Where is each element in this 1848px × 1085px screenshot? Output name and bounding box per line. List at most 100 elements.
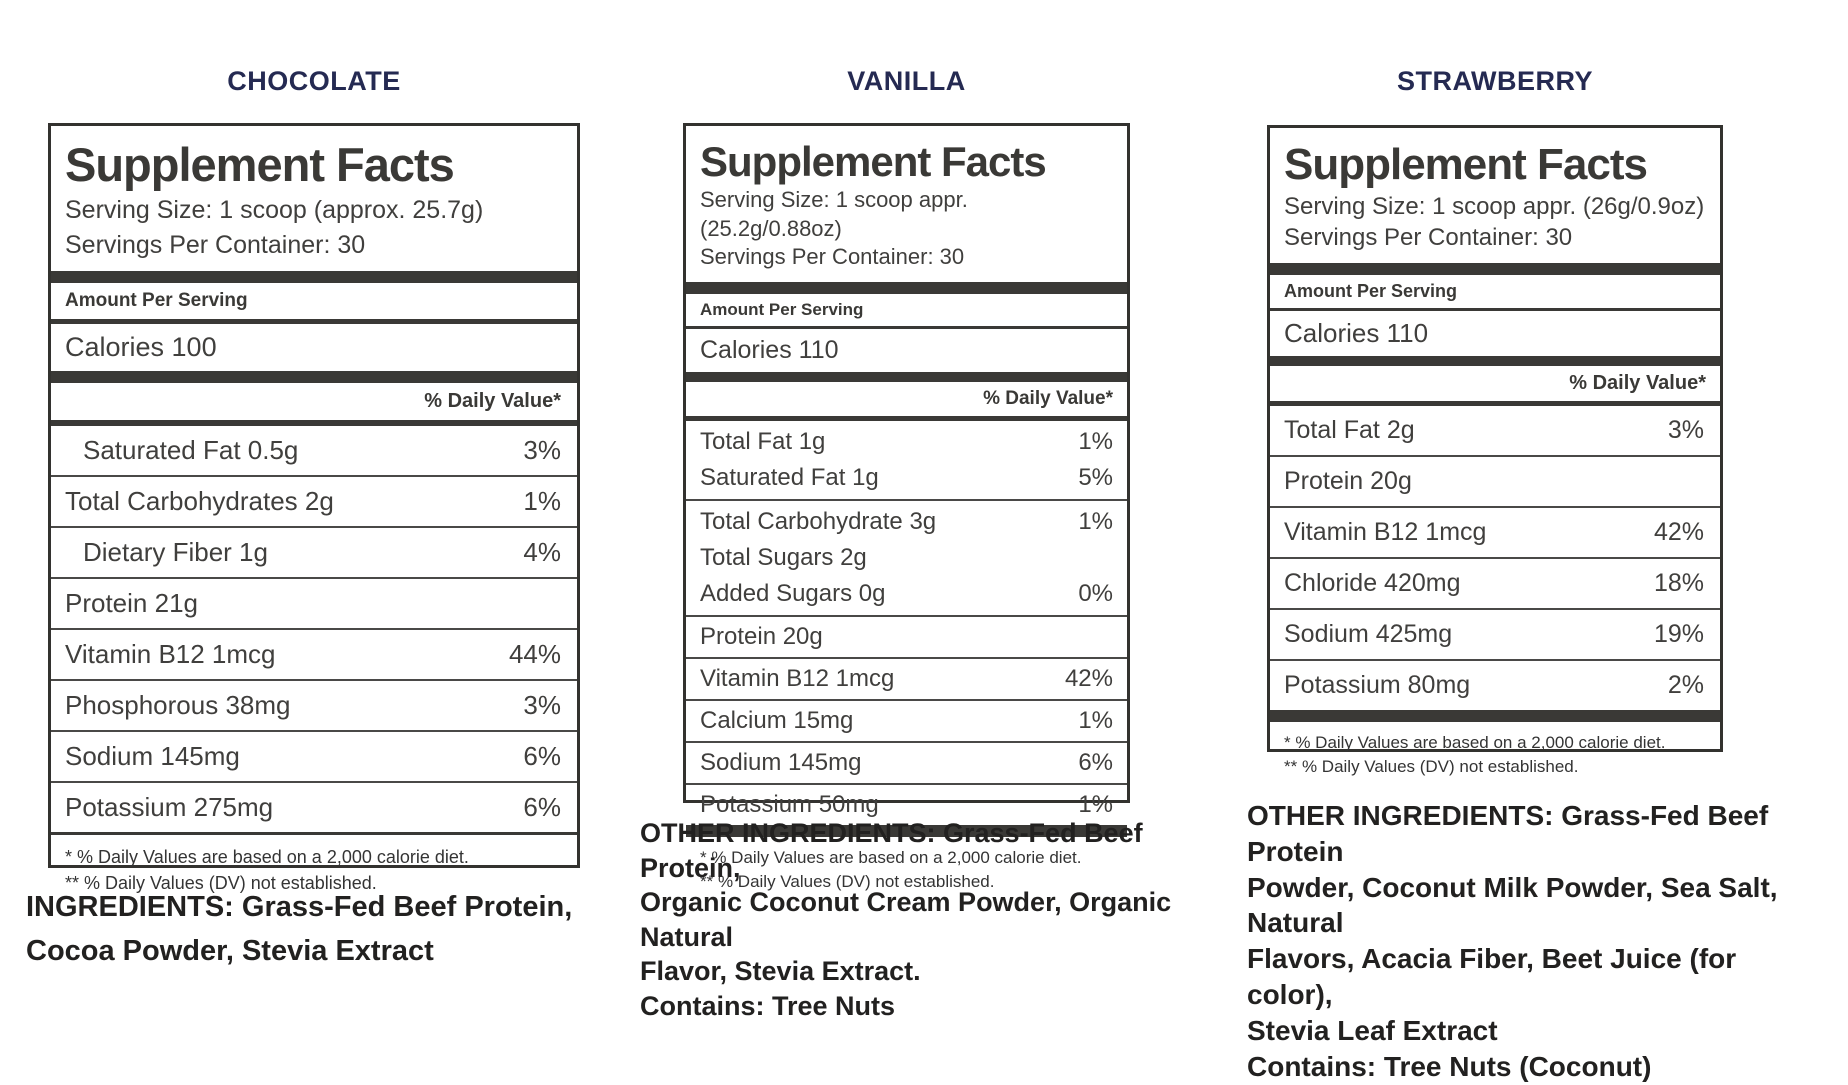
flavor-title-vanilla: VANILLA — [847, 66, 966, 96]
panel-header: Supplement Facts Serving Size: 1 scoop a… — [1270, 128, 1720, 263]
nutrient-label: Potassium 80mg — [1284, 670, 1471, 699]
amount-per-serving-label: Amount Per Serving — [700, 300, 864, 320]
nutrient-value: 0% — [1078, 580, 1113, 608]
nutrient-label: Chloride 420mg — [1284, 568, 1461, 597]
daily-value-header: % Daily Value* — [1569, 371, 1706, 394]
ingredients-line: OTHER INGREDIENTS: Grass-Fed Beef Protei… — [640, 818, 1143, 883]
supplement-facts-title: Supplement Facts — [65, 138, 455, 191]
ingredients-line: Flavors, Acacia Fiber, Beet Juice (for c… — [1247, 943, 1737, 1011]
nutrient-label: Total Sugars 2g — [700, 544, 867, 572]
nutrient-label: Protein 21g — [65, 588, 198, 619]
nutrient-label: Calcium 15mg — [700, 707, 854, 735]
chocolate-ingredients: INGREDIENTS: Grass-Fed Beef Protein, Coc… — [26, 886, 666, 973]
nutrient-label: Total Fat 1g — [700, 428, 826, 456]
nutrient-row: Protein 21g — [51, 577, 577, 628]
nutrient-label: Potassium 275mg — [65, 792, 274, 823]
amount-per-serving-label: Amount Per Serving — [65, 290, 248, 312]
nutrient-row: Total Carbohydrate 3g 1% Total Sugars 2g… — [686, 499, 1127, 615]
nutrient-row: Dietary Fiber 1g 4% — [51, 526, 577, 577]
nutrient-label: Vitamin B12 1mcg — [1284, 517, 1487, 546]
ingredients-line: INGREDIENTS: Grass-Fed Beef Protein, — [26, 891, 573, 923]
divider-bar — [51, 319, 577, 325]
nutrient-value: 6% — [1078, 749, 1113, 777]
nutrient-line: Total Fat 1g 1% — [686, 424, 1127, 460]
nutrient-label: Vitamin B12 1mcg — [700, 665, 895, 693]
nutrient-table: Saturated Fat 0.5g 3% Total Carbohydrate… — [51, 426, 577, 832]
supplement-facts-title: Supplement Facts — [1284, 140, 1648, 189]
nutrient-value: 1% — [1078, 707, 1113, 735]
nutrient-value: 2% — [1667, 670, 1704, 699]
divider-bar — [686, 372, 1127, 383]
divider-bar — [1270, 400, 1720, 406]
nutrient-row: Potassium 50mg 1% — [686, 783, 1127, 825]
calories-row: Calories 110 — [700, 336, 839, 365]
ingredients-line: Flavor, Stevia Extract. — [640, 956, 921, 987]
nutrient-label: Protein 20g — [700, 623, 823, 651]
nutrient-row: Saturated Fat 0.5g 3% — [51, 426, 577, 475]
nutrient-label: Potassium 50mg — [700, 791, 879, 819]
nutrient-row: Potassium 275mg 6% — [51, 781, 577, 832]
nutrient-row: Protein 20g — [686, 615, 1127, 657]
ingredients-line: Powder, Coconut Milk Powder, Sea Salt, N… — [1247, 871, 1778, 939]
footnote-dv-not-established: ** % Daily Values (DV) not established. — [700, 871, 995, 891]
divider-bar — [686, 326, 1127, 330]
ingredients-line: Cocoa Powder, Stevia Extract — [26, 934, 434, 967]
ingredients-line: Stevia Leaf Extract — [1247, 1014, 1498, 1046]
nutrient-table: Total Fat 2g 3% Protein 20g Vitamin B12 … — [1270, 406, 1720, 710]
nutrient-row: Vitamin B12 1mcg 44% — [51, 628, 577, 679]
nutrient-label: Saturated Fat 0.5g — [83, 435, 299, 466]
nutrient-line: Total Sugars 2g — [686, 540, 1127, 576]
nutrient-value: 44% — [508, 639, 561, 670]
servings-per-container-text: Servings Per Container: 30 — [700, 244, 965, 270]
nutrient-value: 6% — [523, 741, 561, 772]
nutrient-value: 1% — [1078, 508, 1113, 536]
nutrient-row: Chloride 420mg 18% — [1270, 556, 1720, 608]
strawberry-supplement-facts-panel: Supplement Facts Serving Size: 1 scoop a… — [1267, 125, 1723, 776]
nutrient-value: 19% — [1653, 619, 1704, 648]
serving-size-text: Serving Size: 1 scoop appr. (26g/0.9oz) — [1284, 192, 1705, 220]
panel-header: Supplement Facts Serving Size: 1 scoop (… — [51, 126, 577, 271]
chocolate-supplement-facts-panel: Supplement Facts Serving Size: 1 scoop (… — [48, 123, 580, 893]
divider-bar — [51, 420, 577, 427]
calories-row: Calories 100 — [65, 332, 217, 363]
footnotes: * % Daily Values are based on a 2,000 ca… — [51, 835, 577, 906]
footnote-daily-values: * % Daily Values are based on a 2,000 ca… — [1284, 732, 1666, 752]
amount-per-serving-label: Amount Per Serving — [1284, 280, 1458, 301]
nutrient-value: 1% — [1078, 791, 1113, 819]
ingredients-line: OTHER INGREDIENTS: Grass-Fed Beef Protei… — [1247, 800, 1769, 867]
divider-bar — [1270, 709, 1720, 722]
footnote-dv-not-established: ** % Daily Values (DV) not established. — [1284, 756, 1579, 776]
nutrient-value: 1% — [1078, 428, 1113, 456]
contains-line: Contains: Tree Nuts (Coconut) — [1247, 1050, 1652, 1082]
footnotes: * % Daily Values are based on a 2,000 ca… — [686, 837, 1127, 903]
divider-bar — [686, 416, 1127, 422]
nutrient-value: 3% — [1667, 415, 1704, 444]
servings-per-container-text: Servings Per Container: 30 — [1284, 223, 1573, 251]
footnote-dv-not-established: ** % Daily Values (DV) not established. — [65, 872, 377, 893]
nutrient-label: Vitamin B12 1mcg — [65, 639, 276, 670]
nutrient-line: Saturated Fat 1g 5% — [686, 460, 1127, 496]
flavor-title-strawberry: STRAWBERRY — [1396, 66, 1593, 96]
nutrient-label: Sodium 145mg — [700, 749, 862, 777]
nutrient-table: Total Fat 1g 1% Saturated Fat 1g 5% Tota… — [686, 421, 1127, 825]
serving-size-text: Serving Size: 1 scoop (approx. 25.7g) — [65, 196, 484, 225]
nutrient-value: 18% — [1653, 568, 1704, 597]
strawberry-other-ingredients: OTHER INGREDIENTS: Grass-Fed Beef Protei… — [1247, 798, 1827, 1085]
flavor-title-chocolate: CHOCOLATE — [227, 66, 401, 96]
nutrient-label: Total Fat 2g — [1284, 415, 1415, 444]
nutrient-row: Total Fat 2g 3% — [1270, 406, 1720, 455]
contains-line: Contains: Tree Nuts — [640, 990, 896, 1021]
nutrient-line: Total Carbohydrate 3g 1% — [686, 504, 1127, 540]
nutrient-label: Added Sugars 0g — [700, 580, 886, 608]
panel-header: Supplement Facts Serving Size: 1 scoop a… — [686, 126, 1127, 282]
daily-value-header: % Daily Value* — [983, 388, 1113, 410]
nutrient-label: Phosphorous 38mg — [65, 690, 291, 721]
ingredients-line: Organic Coconut Cream Powder, Organic Na… — [640, 887, 1172, 952]
divider-bar — [1270, 262, 1720, 275]
nutrient-value: 5% — [1078, 464, 1113, 492]
footnotes: * % Daily Values are based on a 2,000 ca… — [1270, 722, 1720, 788]
nutrient-row: Vitamin B12 1mcg 42% — [686, 657, 1127, 699]
nutrient-row: Sodium 145mg 6% — [686, 741, 1127, 783]
serving-size-text: Serving Size: 1 scoop appr. (25.2g/0.88o… — [700, 187, 968, 241]
nutrient-value: 3% — [523, 435, 561, 466]
